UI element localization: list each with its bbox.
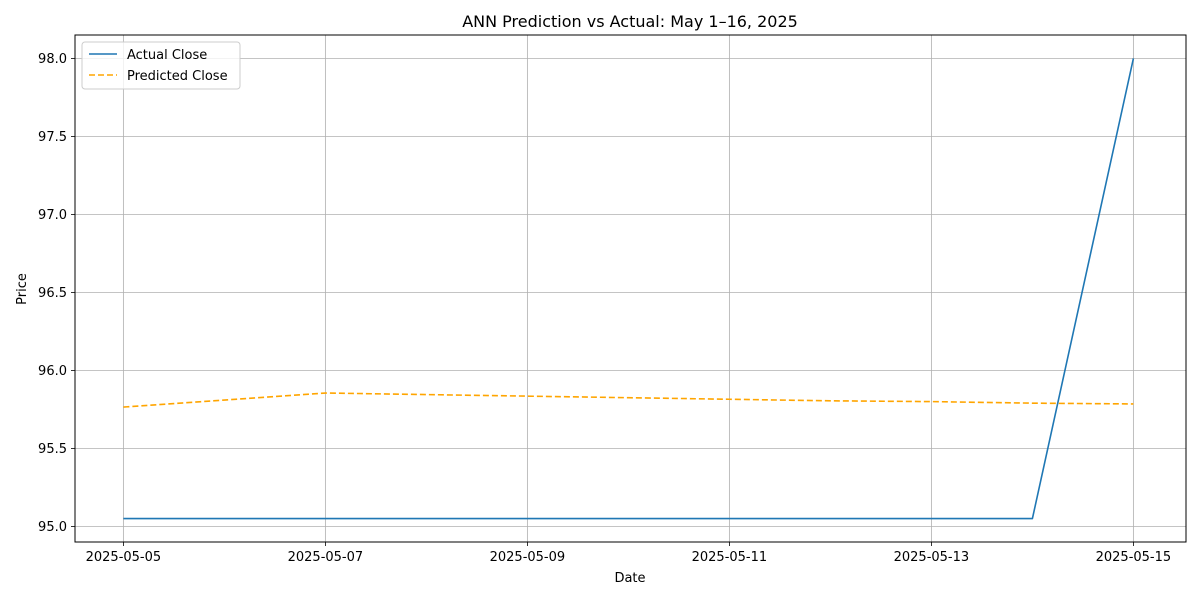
x-tick-label: 2025-05-09 <box>490 550 566 565</box>
y-tick-label: 96.0 <box>38 364 67 379</box>
x-axis-ticks: 2025-05-05 2025-05-07 2025-05-09 2025-05-11… <box>86 542 1172 565</box>
legend: Actual Close Predicted Close <box>81 41 241 90</box>
legend-label-actual-close: Actual Close <box>127 48 207 63</box>
series-line-actual-close <box>123 58 1135 520</box>
y-tick-label: 97.0 <box>38 208 67 223</box>
y-axis-label: Price <box>15 273 30 305</box>
y-axis-ticks: 95.0 95.5 96.0 96.5 97.0 97.5 98.0 <box>38 52 75 535</box>
series-line-predicted-close <box>123 392 1134 408</box>
y-tick-label: 95.5 <box>38 442 67 457</box>
plot-frame <box>74 34 1187 543</box>
legend-label-predicted-close: Predicted Close <box>127 69 228 84</box>
x-axis-label: Date <box>614 571 645 586</box>
y-tick-label: 96.5 <box>38 286 67 301</box>
x-tick-label: 2025-05-15 <box>1096 550 1172 565</box>
x-tick-label: 2025-05-07 <box>288 550 364 565</box>
y-tick-label: 95.0 <box>38 520 67 535</box>
grid-lines <box>75 35 1186 542</box>
x-tick-label: 2025-05-11 <box>692 550 768 565</box>
legend-box <box>81 41 241 90</box>
series-lines <box>123 58 1135 520</box>
x-tick-label: 2025-05-05 <box>86 550 162 565</box>
x-tick-label: 2025-05-13 <box>894 550 970 565</box>
y-tick-label: 98.0 <box>38 52 67 67</box>
y-tick-label: 97.5 <box>38 130 67 145</box>
chart-title: ANN Prediction vs Actual: May 1–16, 2025 <box>462 12 798 31</box>
